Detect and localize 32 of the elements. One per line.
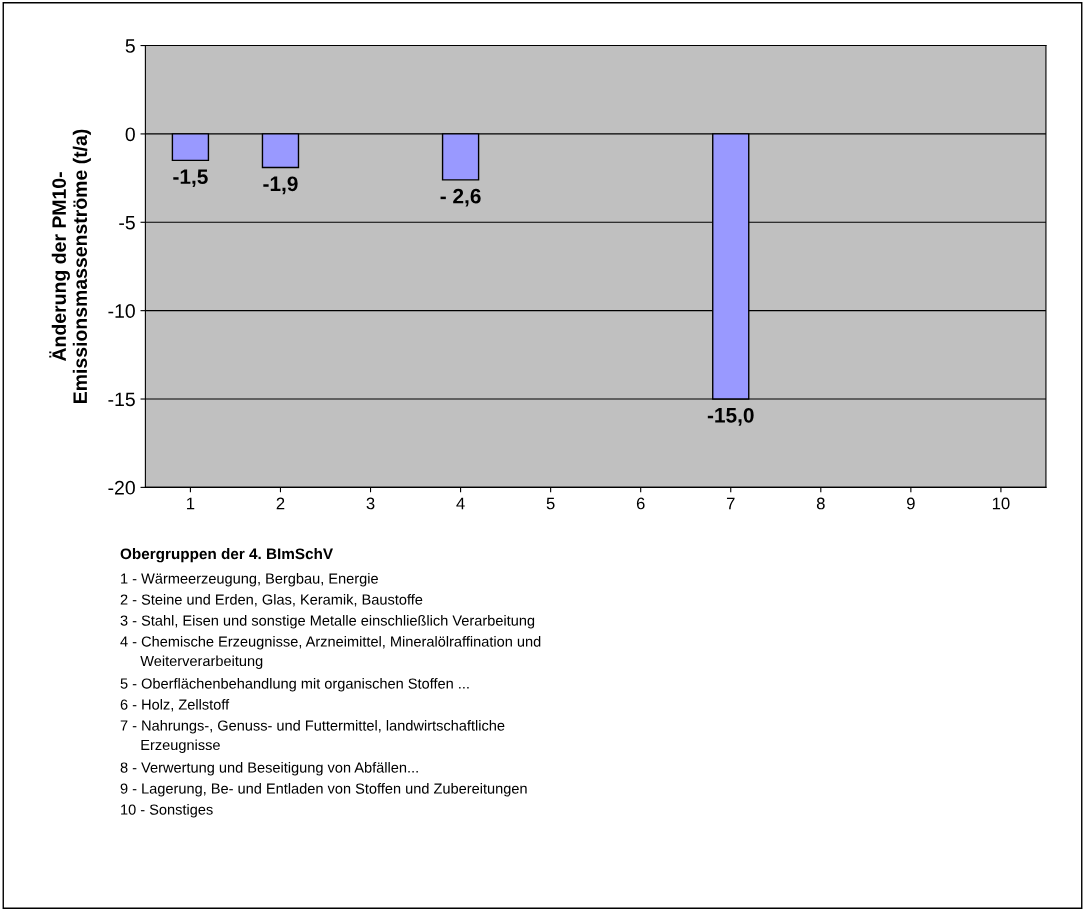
text: 9 - Lagerung, Be- und Entladen von Stoffen und Zubereitungen [120,783,527,797]
text: Obergruppen der 4. BImSchV [120,548,333,563]
y-tick-label: -10 [108,304,135,318]
x-tick-label: 9 [907,497,915,510]
y-axis-title: Änderung der PM10- Emissionsmassenströme (t/a) [49,129,91,403]
x-tick-label: 3 [366,497,375,510]
x-tick-label: 7 [726,497,735,510]
text: 10 - Sonstiges [121,804,213,818]
y-tick-label: 0 [125,127,135,142]
x-tick-label: 1 [187,497,195,510]
data-label: -15,0 [707,407,754,426]
text: 6 - Holz, Zellstoff [120,699,230,712]
text: 8 - Verwertung und Beseitigung von Abfällen... [120,762,418,776]
y-tick-label: -15 [108,392,135,407]
text: 2 - Steine und Erden, Glas, Keramik, Baustoffe [120,594,423,607]
data-label: - 2,6 [440,188,481,207]
data-label: -1,9 [263,176,298,195]
text: 5 - Oberflächenbehandlung mit organischen Stoffen ... [120,678,469,692]
x-tick-label: 5 [546,497,555,510]
data-label: -1,5 [173,169,208,188]
text: 4 - Chemische Erzeugnisse, Arzneimittel, Mineralölraffination und Weiterverarbeitung [120,636,541,669]
text: 3 - Stahl, Eisen und sonstige Metalle einschließlich Verarbeitung [120,615,535,629]
text: 1 - Wärmeerzeugung, Bergbau, Energie [121,573,378,587]
y-tick-label: -20 [108,480,135,495]
x-tick-label: 2 [276,497,285,510]
x-tick-label: 4 [456,497,465,510]
y-tick-label: -5 [119,215,135,230]
y-tick-label: 5 [125,39,135,53]
x-tick-label: 6 [636,497,645,510]
text: 7 - Nahrungs-, Genuss- und Futtermittel, landwirtschaftliche Erzeugnisse [120,720,505,753]
x-tick-label: 10 [992,497,1010,510]
x-tick-label: 8 [816,497,825,510]
